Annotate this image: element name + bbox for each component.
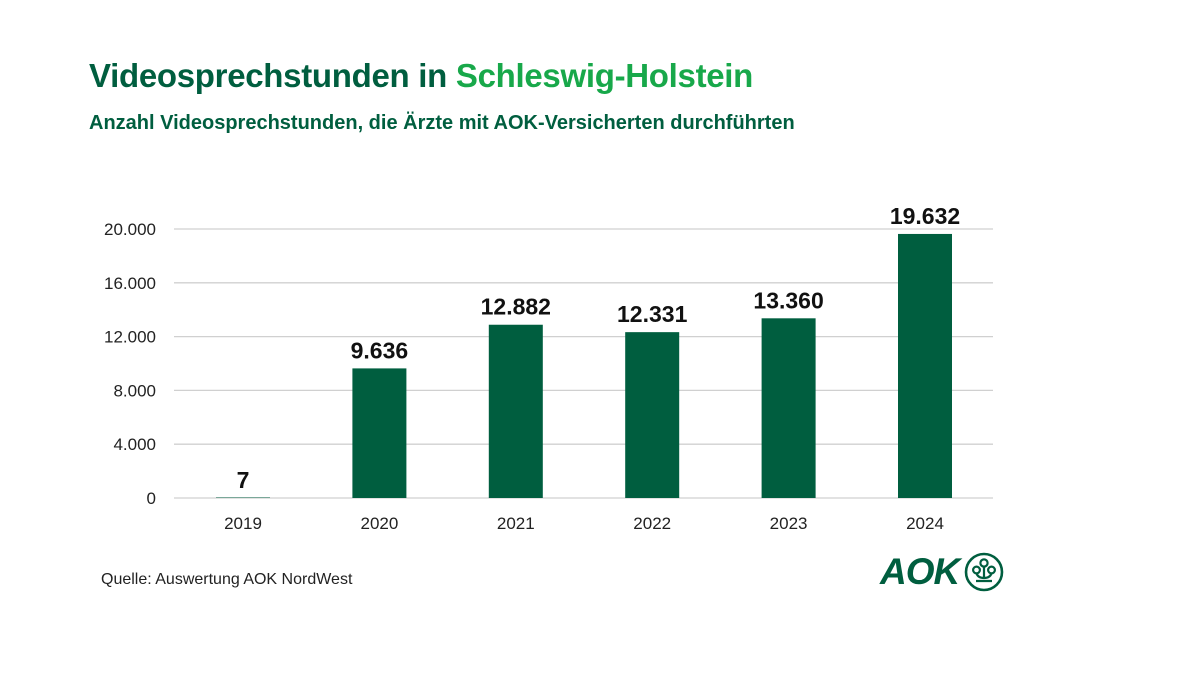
y-tick-label: 4.000 bbox=[113, 435, 156, 454]
title-main: Videosprechstunden in bbox=[89, 57, 447, 94]
x-tick-label: 2019 bbox=[224, 514, 262, 533]
data-label: 12.882 bbox=[481, 294, 551, 320]
aok-tree-icon bbox=[964, 552, 1004, 592]
bar-2024 bbox=[898, 233, 952, 499]
x-tick-label: 2022 bbox=[633, 514, 671, 533]
bar-2022 bbox=[625, 332, 680, 498]
y-tick-label: 20.000 bbox=[104, 220, 156, 239]
y-tick-label: 16.000 bbox=[104, 274, 156, 293]
logo-text: AOK bbox=[880, 551, 960, 592]
aok-logo: AOK bbox=[880, 551, 1005, 593]
bar-2023 bbox=[761, 318, 816, 498]
title-highlight: Schleswig-Holstein bbox=[455, 57, 754, 94]
chart-title: Videosprechstunden in Schleswig-Holstein bbox=[89, 57, 753, 95]
bar-2021 bbox=[488, 324, 543, 498]
y-tick-label: 12.000 bbox=[104, 328, 156, 347]
data-label: 9.636 bbox=[351, 337, 409, 363]
x-tick-label: 2023 bbox=[770, 514, 808, 533]
source-note: Quelle: Auswertung AOK NordWest bbox=[101, 571, 353, 588]
data-label: 7 bbox=[237, 467, 250, 493]
x-axis-labels: 2019 2020 2021 2022 2023 2024 bbox=[224, 514, 944, 533]
y-tick-label: 8.000 bbox=[113, 381, 156, 400]
bars bbox=[216, 233, 952, 499]
y-axis-ticks: 0 4.000 8.000 12.000 16.000 20.000 bbox=[104, 220, 156, 508]
bar-2019 bbox=[216, 497, 270, 498]
x-tick-label: 2021 bbox=[497, 514, 535, 533]
data-label: 13.360 bbox=[753, 287, 823, 313]
x-tick-label: 2024 bbox=[906, 514, 944, 533]
data-label: 19.632 bbox=[890, 203, 960, 229]
data-label: 12.331 bbox=[617, 301, 688, 327]
data-labels: 7 9.636 12.882 12.331 13.360 19.632 bbox=[237, 203, 961, 493]
x-tick-label: 2020 bbox=[360, 514, 398, 533]
bar-2020 bbox=[352, 368, 407, 498]
y-tick-label: 0 bbox=[147, 489, 156, 508]
gridlines bbox=[174, 228, 993, 499]
chart-subtitle: Anzahl Videosprechstunden, die Ärzte mit… bbox=[89, 112, 795, 134]
